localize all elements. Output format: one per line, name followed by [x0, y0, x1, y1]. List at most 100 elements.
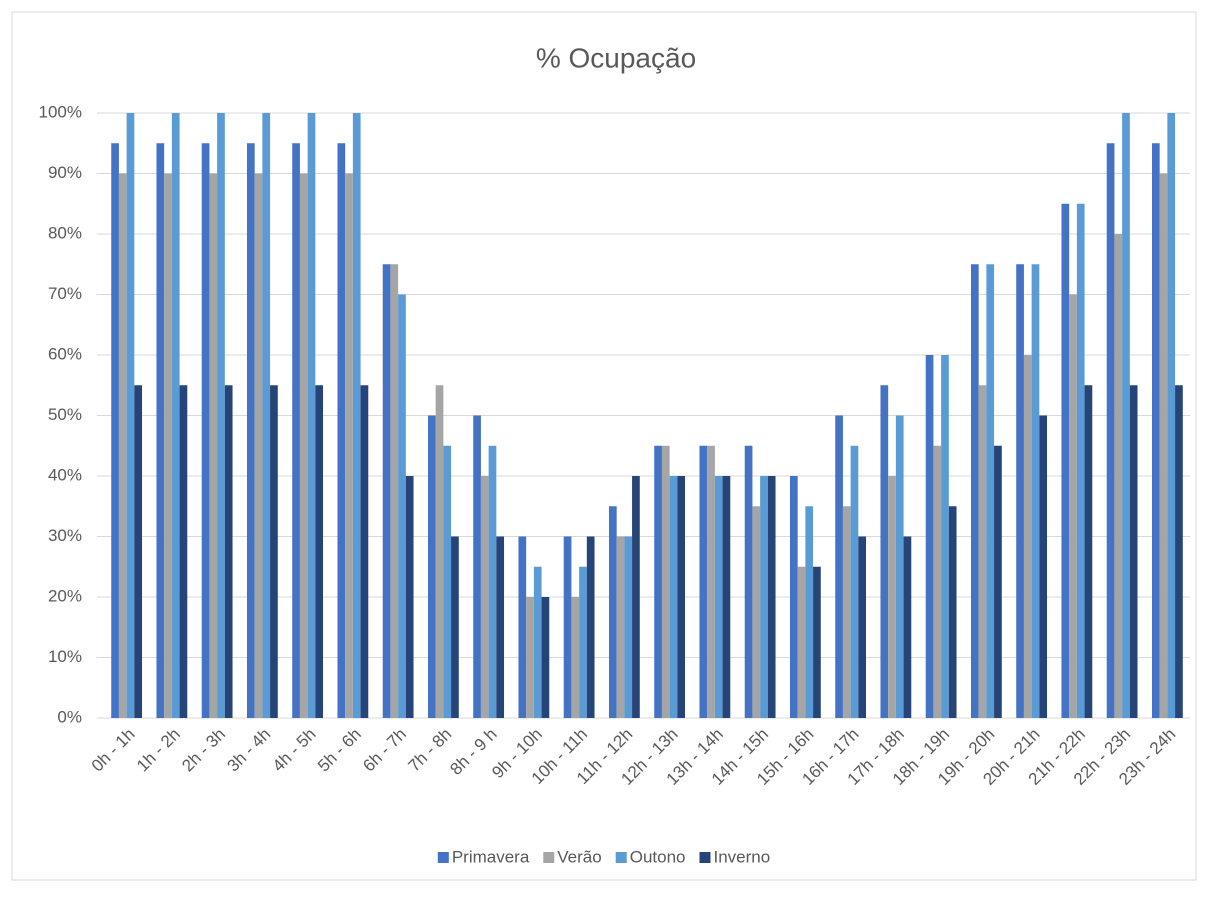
bar	[842, 506, 851, 718]
bar	[398, 294, 406, 718]
bar	[533, 566, 542, 718]
bar	[880, 385, 889, 718]
y-tick-label: 70%	[48, 284, 82, 303]
bar	[1129, 385, 1138, 718]
bar	[315, 385, 324, 718]
bar	[337, 143, 346, 718]
bar	[292, 143, 300, 718]
bar	[405, 476, 414, 718]
bar	[390, 264, 399, 718]
bar	[118, 173, 127, 718]
bar	[978, 385, 987, 718]
bar	[858, 536, 867, 718]
bar	[632, 476, 640, 718]
legend-label: Primavera	[452, 847, 530, 866]
bar	[352, 113, 361, 718]
bar	[360, 385, 369, 718]
bar	[699, 445, 708, 718]
bar	[1061, 203, 1070, 718]
legend-label: Inverno	[713, 847, 770, 866]
bar	[201, 143, 210, 718]
y-tick-label: 60%	[48, 344, 82, 363]
bar	[624, 536, 633, 718]
bar	[850, 445, 859, 718]
bar	[714, 476, 723, 718]
legend-marker	[615, 852, 627, 863]
bar	[669, 476, 678, 718]
bar	[179, 385, 188, 718]
legend-marker	[543, 852, 555, 863]
bar	[164, 173, 172, 718]
bar	[722, 476, 731, 718]
legend-label: Verão	[557, 847, 601, 866]
legend-marker	[437, 852, 449, 863]
bar	[608, 506, 617, 718]
bar	[563, 536, 572, 718]
bar	[654, 445, 662, 718]
bar	[797, 566, 806, 718]
bar	[970, 264, 979, 718]
bar	[903, 536, 912, 718]
bar	[246, 143, 255, 718]
bar	[1031, 264, 1040, 718]
bar	[835, 415, 843, 718]
bar	[1084, 385, 1093, 718]
bar	[518, 536, 527, 718]
y-tick-label: 100%	[39, 102, 82, 121]
bar	[217, 113, 225, 718]
bar	[767, 476, 776, 718]
bar	[1076, 203, 1085, 718]
bar	[986, 264, 995, 718]
legend-marker	[699, 852, 711, 863]
bar	[382, 264, 391, 718]
bar	[925, 355, 934, 718]
bar	[1167, 113, 1176, 718]
bar	[895, 415, 904, 718]
y-tick-label: 80%	[48, 223, 82, 242]
bar	[541, 597, 550, 718]
bar	[299, 173, 308, 718]
bar	[1122, 113, 1130, 718]
bar	[134, 385, 143, 718]
bar	[661, 445, 670, 718]
bar	[1069, 294, 1077, 718]
bar	[270, 385, 278, 718]
bar	[805, 506, 814, 718]
bar	[933, 445, 942, 718]
bar	[744, 445, 753, 718]
bar	[941, 355, 949, 718]
bar	[1016, 264, 1024, 718]
y-tick-label: 50%	[48, 405, 82, 424]
bar	[345, 173, 353, 718]
bar	[451, 536, 459, 718]
bar	[262, 113, 271, 718]
bar	[254, 173, 263, 718]
bar	[888, 476, 896, 718]
bar	[789, 476, 798, 718]
bar	[209, 173, 218, 718]
bar	[579, 566, 587, 718]
bar	[677, 476, 686, 718]
y-tick-label: 30%	[48, 526, 82, 545]
bar	[156, 143, 165, 718]
bar	[480, 476, 489, 718]
bar	[586, 536, 595, 718]
bar	[1159, 173, 1168, 718]
bar	[994, 445, 1002, 718]
bar	[473, 415, 481, 718]
bar	[1106, 143, 1115, 718]
bar	[111, 143, 119, 718]
bar	[760, 476, 768, 718]
bar	[616, 536, 625, 718]
bar	[571, 597, 580, 718]
y-tick-label: 20%	[48, 586, 82, 605]
bar	[813, 566, 821, 718]
bar	[1175, 385, 1183, 718]
bar	[443, 445, 452, 718]
bar	[496, 536, 505, 718]
bar	[526, 597, 534, 718]
y-tick-label: 10%	[48, 647, 82, 666]
chart-title: % Ocupação	[536, 42, 696, 73]
bar	[1039, 415, 1048, 718]
